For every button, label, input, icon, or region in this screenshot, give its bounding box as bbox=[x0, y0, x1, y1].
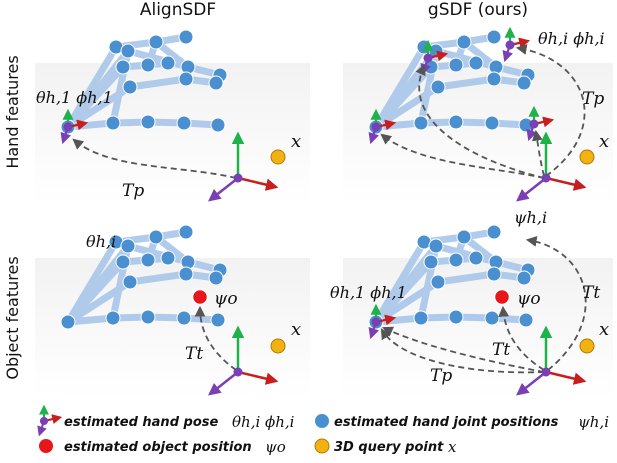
label-psi-o-bottom-left: ψo bbox=[214, 289, 238, 309]
panel-top-right bbox=[343, 63, 613, 203]
label-x-top-right: x bbox=[599, 131, 609, 152]
label-tp-bottom-right: Tp bbox=[430, 366, 452, 386]
legend-joint-icon bbox=[315, 414, 329, 428]
object-position-bottom-left bbox=[191, 288, 209, 306]
panel-top-left bbox=[35, 63, 310, 203]
object-position-bottom-right bbox=[493, 288, 511, 306]
legend-joint-label: estimated hand joint positions bbox=[334, 415, 559, 430]
transform-arrow-tp-2-bottom-right bbox=[382, 326, 545, 373]
legend-object-label: estimated object position bbox=[64, 440, 252, 455]
transform-arrow-tp-1-top-right bbox=[380, 133, 545, 179]
label-tt-bottom-left: Tt bbox=[185, 344, 203, 364]
label-psi-i-bottom-right: ψh,i bbox=[514, 208, 547, 227]
transform-arrow-tp-4-top-right bbox=[531, 129, 545, 177]
query-point-top-left bbox=[270, 149, 286, 165]
label-tt-bottom-right: Tt bbox=[492, 340, 510, 360]
legend-hand-pose-label: estimated hand pose bbox=[64, 415, 218, 430]
label-theta-i-bottom-left: θh,i bbox=[86, 232, 116, 251]
transform-arrow-tp-3-top-right bbox=[515, 44, 586, 177]
label-x-bottom-right: x bbox=[599, 319, 609, 340]
label-tp-top-right: Tp bbox=[582, 89, 604, 109]
legend-query-math: x bbox=[448, 438, 457, 456]
label-theta-phi-i-top-right: θh,i ϕh,i bbox=[538, 29, 605, 48]
legend-query-icon bbox=[314, 438, 330, 454]
legend-object-icon bbox=[39, 439, 53, 453]
label-tt-right-bottom-right: Tt bbox=[582, 283, 600, 303]
transform-arrow-tp-1-bottom-right bbox=[380, 328, 545, 374]
row-label-object-features: Object features bbox=[3, 256, 22, 379]
legend-object-math: ψo bbox=[265, 438, 286, 456]
legend-hand-pose-math: θh,i ϕh,i bbox=[232, 413, 295, 431]
legend-query-label: 3D query point bbox=[334, 440, 444, 455]
legend-joint-math: ψh,i bbox=[578, 413, 609, 431]
panel-bottom-left bbox=[35, 258, 310, 398]
query-point-bottom-right bbox=[579, 338, 595, 354]
label-psi-o-bottom-right: ψo bbox=[517, 289, 541, 309]
transform-arrow-tp-top-left bbox=[72, 138, 237, 179]
label-theta-phi-1-top-left: θh,1 ϕh,1 bbox=[36, 88, 113, 107]
label-tp-top-left: Tp bbox=[122, 181, 144, 201]
query-point-top-right bbox=[579, 149, 595, 165]
transform-arrow-tt-2-bottom-right bbox=[525, 236, 587, 371]
row-label-hand-features: Hand features bbox=[3, 55, 22, 168]
header-gsdf: gSDF (ours) bbox=[428, 0, 528, 20]
label-x-top-left: x bbox=[291, 131, 301, 152]
transform-arrow-tt-bottom-right bbox=[498, 305, 545, 371]
label-theta-phi-1-bottom-right: θh,1 ϕh,1 bbox=[330, 283, 407, 302]
header-alignsdf: AlignSDF bbox=[140, 0, 216, 20]
query-point-bottom-left bbox=[270, 338, 286, 354]
label-x-bottom-left: x bbox=[291, 319, 301, 340]
pose-gizmo-top-right-mid bbox=[505, 29, 528, 60]
legend-hand-pose-icon bbox=[40, 407, 61, 435]
